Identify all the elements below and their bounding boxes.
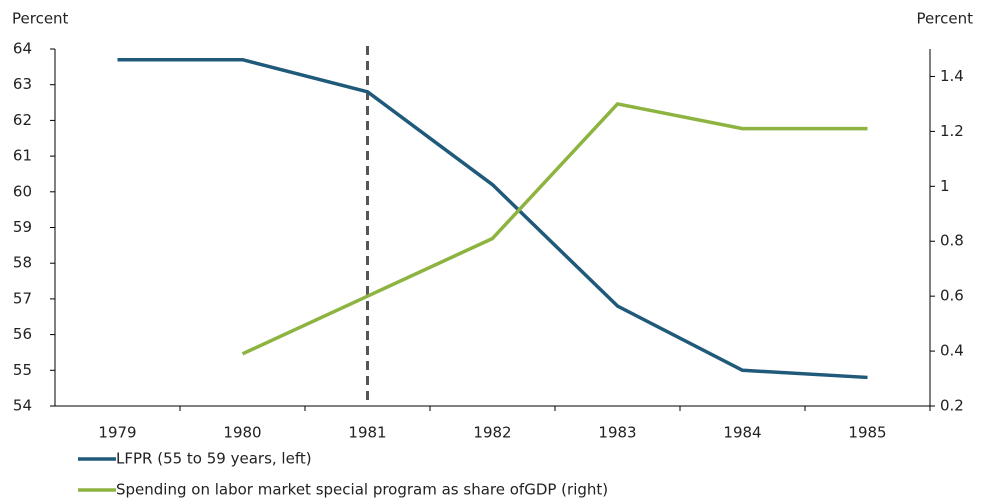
- y-tick-label: 61: [13, 147, 32, 165]
- x-tick-label: 1979: [98, 424, 136, 442]
- y2-tick-label: 1: [940, 177, 950, 195]
- x-tick-label: 1984: [723, 424, 761, 442]
- y2-tick-label: 0.6: [940, 287, 964, 305]
- y-tick-label: 54: [13, 397, 32, 415]
- x-tick-label: 1982: [473, 424, 511, 442]
- y-tick-label: 59: [13, 218, 32, 236]
- y-tick-label: 62: [13, 111, 32, 129]
- x-tick-label: 1985: [848, 424, 886, 442]
- y2-tick-label: 0.8: [940, 232, 964, 250]
- y-tick-label: 58: [13, 254, 32, 272]
- y-tick-label: 60: [13, 182, 32, 200]
- y-tick-label: 64: [13, 40, 32, 58]
- y-axis-label: Percent: [12, 10, 69, 28]
- series-line: [241, 102, 868, 356]
- y2-tick-label: 1.2: [940, 122, 964, 140]
- legend-label: LFPR (55 to 59 years, left): [116, 450, 312, 468]
- legend-label: Spending on labor market special program…: [116, 481, 608, 499]
- y-tick-label: 56: [13, 325, 32, 343]
- x-tick-label: 1981: [348, 424, 386, 442]
- y2-axis-label: Percent: [917, 10, 974, 28]
- series-line: [117, 57, 868, 380]
- y2-tick-label: 1.4: [940, 67, 964, 85]
- y-tick-label: 55: [13, 361, 32, 379]
- y-tick-label: 63: [13, 75, 32, 93]
- x-tick-label: 1983: [598, 424, 636, 442]
- y2-tick-label: 0.2: [940, 397, 964, 415]
- y2-tick-label: 0.4: [940, 342, 964, 360]
- x-tick-label: 1980: [223, 424, 261, 442]
- y-tick-label: 57: [13, 289, 32, 307]
